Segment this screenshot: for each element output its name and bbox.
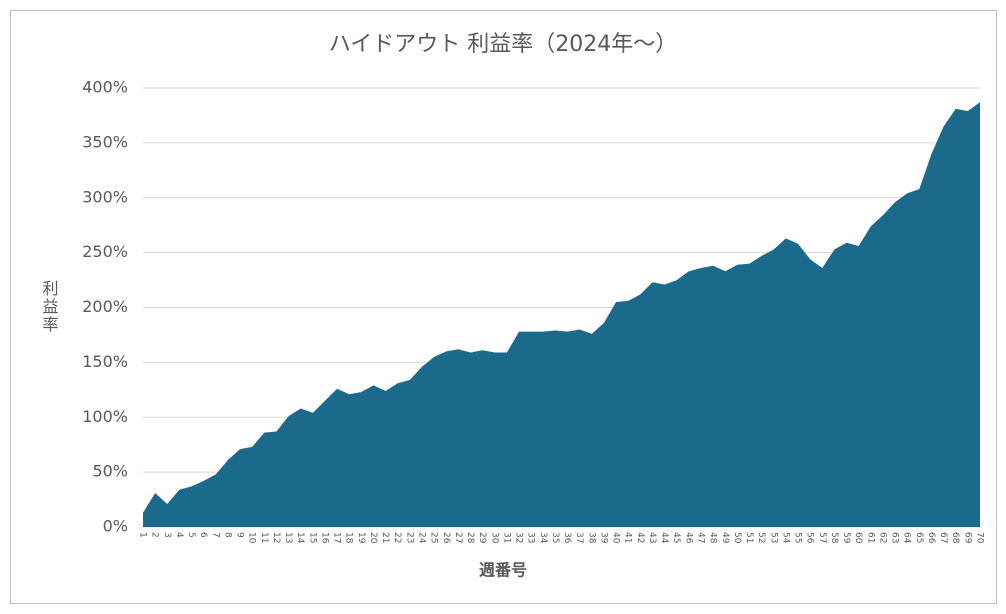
x-tick-label: 60	[853, 532, 863, 544]
x-tick-label: 44	[659, 532, 669, 544]
x-tick-label: 64	[902, 532, 912, 544]
y-tick-label: 250%	[82, 242, 128, 261]
x-tick-label: 27	[453, 532, 463, 543]
x-tick-label: 46	[683, 532, 693, 544]
x-tick-label: 7	[210, 532, 220, 538]
x-tick-label: 56	[805, 532, 815, 544]
x-tick-label: 15	[307, 532, 317, 543]
x-tick-label: 32	[514, 532, 524, 543]
x-tick-label: 58	[829, 532, 839, 544]
x-tick-label: 50	[732, 532, 742, 544]
x-tick-label: 3	[162, 532, 172, 538]
y-tick-label: 0%	[103, 517, 128, 536]
x-tick-label: 63	[890, 532, 900, 543]
x-tick-label: 22	[392, 532, 402, 543]
y-tick-label: 200%	[82, 297, 128, 316]
x-tick-label: 10	[247, 532, 257, 544]
x-tick-label: 53	[768, 532, 778, 543]
x-tick-label: 28	[465, 532, 475, 544]
x-tick-label: 54	[780, 532, 790, 544]
x-tick-label: 30	[489, 532, 499, 544]
x-tick-label: 48	[708, 532, 718, 544]
x-tick-label: 69	[962, 532, 972, 544]
y-tick-label: 400%	[82, 78, 128, 97]
x-tick-label: 8	[222, 532, 232, 538]
x-tick-label: 14	[295, 532, 305, 544]
x-tick-label: 34	[538, 532, 548, 544]
x-tick-label: 40	[611, 532, 621, 544]
x-tick-label: 18	[344, 532, 354, 544]
x-tick-label: 42	[635, 532, 645, 543]
x-tick-label: 21	[380, 532, 390, 543]
x-tick-label: 70	[975, 532, 985, 544]
x-tick-label: 47	[696, 532, 706, 543]
x-tick-label: 66	[926, 532, 936, 544]
x-tick-label: 17	[332, 532, 342, 543]
x-tick-label: 39	[598, 532, 608, 544]
x-tick-label: 25	[429, 532, 439, 543]
x-tick-label: 65	[914, 532, 924, 543]
chart-title: ハイドアウト 利益率（2024年～）	[329, 32, 678, 57]
x-tick-label: 62	[877, 532, 887, 543]
x-tick-label: 31	[501, 532, 511, 543]
y-tick-label: 100%	[82, 407, 128, 426]
y-tick-label: 300%	[82, 187, 128, 206]
x-axis-title: 週番号	[479, 561, 527, 580]
y-tick-label: 50%	[92, 462, 128, 481]
x-tick-label: 49	[720, 532, 730, 544]
x-tick-label: 51	[744, 532, 754, 543]
x-tick-label: 5	[186, 532, 196, 538]
x-tick-label: 13	[283, 532, 293, 543]
x-tick-label: 24	[417, 532, 427, 544]
y-axis-title: 利益率	[40, 280, 59, 334]
x-tick-label: 68	[950, 532, 960, 544]
x-tick-label: 38	[586, 532, 596, 544]
y-tick-label: 150%	[82, 352, 128, 371]
x-tick-label: 41	[623, 532, 633, 543]
x-tick-label: 33	[526, 532, 536, 543]
x-tick-label: 6	[198, 532, 208, 538]
x-tick-label: 67	[938, 532, 948, 543]
x-tick-label: 55	[793, 532, 803, 543]
x-tick-label: 1	[138, 532, 148, 538]
x-tick-label: 52	[756, 532, 766, 543]
x-tick-label: 9	[235, 532, 245, 538]
x-tick-label: 35	[550, 532, 560, 543]
y-tick-label: 350%	[82, 132, 128, 151]
x-tick-label: 2	[150, 532, 160, 538]
x-tick-label: 29	[477, 532, 487, 544]
x-tick-label: 57	[817, 532, 827, 543]
x-tick-label: 36	[562, 532, 572, 544]
x-tick-label: 43	[647, 532, 657, 543]
x-tick-label: 26	[441, 532, 451, 544]
x-tick-label: 23	[404, 532, 414, 543]
x-tick-label: 61	[865, 532, 875, 543]
area	[143, 102, 980, 527]
x-tick-label: 45	[671, 532, 681, 543]
x-tick-label: 12	[271, 532, 281, 543]
x-tick-label: 59	[841, 532, 851, 544]
x-tick-label: 19	[356, 532, 366, 544]
x-tick-label: 11	[259, 532, 269, 543]
x-tick-label: 37	[574, 532, 584, 543]
x-tick-label: 20	[368, 532, 378, 544]
x-tick-label: 16	[319, 532, 329, 544]
x-tick-label: 4	[174, 532, 184, 538]
